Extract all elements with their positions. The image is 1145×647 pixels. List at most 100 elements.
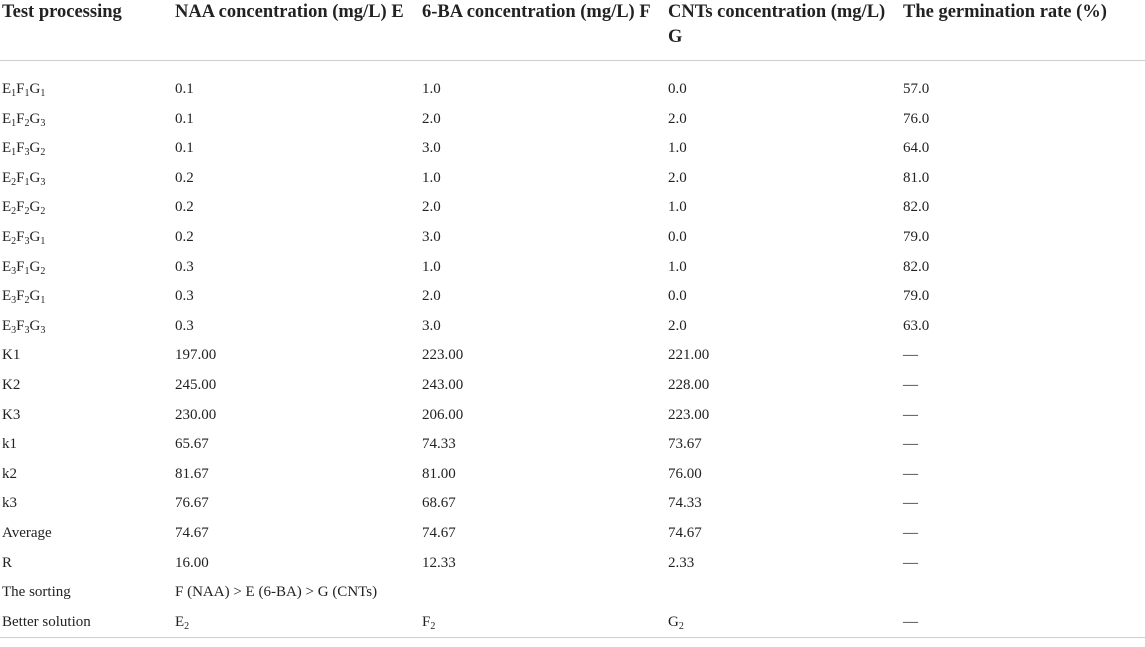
treatment-code-cell: E1F1G1 — [0, 75, 173, 105]
level-subscript: 3 — [40, 176, 46, 188]
level-subscript: 2 — [40, 265, 46, 277]
cnts-cell: 2.0 — [668, 110, 687, 127]
level-subscript: 1 — [24, 88, 30, 99]
stat-row: R 16.00 12.33 2.33 — — [0, 549, 1145, 579]
header-germination-rate: The germination rate (%) — [901, 0, 1145, 61]
6ba-cell: 1.0 — [422, 258, 441, 275]
cnts-cell: 2.0 — [668, 317, 687, 334]
stat-rate-cell: — — [903, 465, 918, 482]
stat-f-cell: 223.00 — [422, 347, 464, 364]
level-subscript: 3 — [24, 147, 30, 159]
factor-letter: G — [29, 199, 41, 216]
level-subscript: 3 — [40, 324, 46, 336]
stat-row: k2 81.67 81.00 76.00 — — [0, 460, 1145, 490]
cnts-cell: 1.0 — [668, 199, 687, 216]
naa-cell: 0.2 — [175, 169, 194, 186]
stat-rate-cell: — — [903, 347, 918, 364]
table-row: E2F1G3 0.2 1.0 2.0 81.0 — [0, 164, 1145, 194]
rate-cell: 81.0 — [903, 169, 930, 186]
table-row: E3F2G1 0.3 2.0 0.0 79.0 — [0, 282, 1145, 312]
level-subscript: 2 — [430, 620, 436, 632]
treatment-code-cell: E3F2G1 — [0, 282, 173, 312]
level-subscript: 3 — [11, 265, 17, 277]
better-e-cell: E2 — [173, 607, 420, 639]
stat-label-cell: k2 — [2, 465, 17, 482]
treatment-code-cell: E3F3G3 — [0, 312, 173, 342]
stat-f-cell: 12.33 — [422, 554, 456, 571]
cnts-cell: 2.0 — [668, 169, 687, 186]
stat-row: k3 76.67 68.67 74.33 — — [0, 489, 1145, 519]
rate-cell: 76.0 — [903, 110, 930, 127]
stat-e-cell: 16.00 — [175, 554, 209, 571]
stat-f-cell: 243.00 — [422, 376, 464, 393]
table-row: E1F1G1 0.1 1.0 0.0 57.0 — [0, 75, 1145, 105]
naa-cell: 0.2 — [175, 228, 194, 245]
stat-g-cell: 74.33 — [668, 495, 702, 512]
stat-g-cell: 74.67 — [668, 524, 702, 541]
stat-e-cell: 245.00 — [175, 376, 217, 393]
factor-letter: G — [29, 110, 41, 127]
factor-letter: G — [29, 258, 41, 275]
level-subscript: 1 — [11, 147, 17, 159]
stat-label-cell: k1 — [2, 436, 17, 453]
spacer-row — [0, 61, 1145, 76]
level-subscript: 3 — [11, 324, 17, 336]
treatment-code-cell: E1F2G3 — [0, 105, 173, 135]
treatment-code-cell: E2F1G3 — [0, 164, 173, 194]
factor-letter: F — [16, 140, 25, 157]
table-row: E1F2G3 0.1 2.0 2.0 76.0 — [0, 105, 1145, 135]
table-row: E2F2G2 0.2 2.0 1.0 82.0 — [0, 193, 1145, 223]
cnts-cell: 1.0 — [668, 258, 687, 275]
cnts-cell: 0.0 — [668, 81, 687, 97]
naa-cell: 0.2 — [175, 199, 194, 216]
header-naa: NAA concentration (mg/L) E — [173, 0, 420, 61]
level-subscript: 3 — [24, 235, 30, 247]
stat-f-cell: 74.67 — [422, 524, 456, 541]
stat-e-cell: 65.67 — [175, 436, 209, 453]
factor-letter: E — [2, 199, 12, 216]
level-subscript: 1 — [11, 88, 17, 99]
6ba-cell: 2.0 — [422, 288, 441, 305]
factor-letter: E — [2, 140, 12, 157]
level-subscript: 2 — [184, 620, 190, 632]
factor-letter: E — [2, 110, 12, 127]
rate-cell: 82.0 — [903, 258, 930, 275]
level-subscript: 3 — [40, 117, 46, 129]
factor-letter: G — [668, 613, 679, 630]
header-6ba: 6-BA concentration (mg/L) F — [420, 0, 666, 61]
factor-letter: F — [422, 613, 431, 630]
factor-letter: F — [16, 169, 25, 186]
level-subscript: 2 — [678, 620, 684, 632]
6ba-cell: 2.0 — [422, 199, 441, 216]
stat-row: K3 230.00 206.00 223.00 — — [0, 401, 1145, 431]
level-subscript: 1 — [24, 265, 30, 277]
stat-f-cell: 74.33 — [422, 436, 456, 453]
stat-row: Average 74.67 74.67 74.67 — — [0, 519, 1145, 549]
stat-e-cell: 81.67 — [175, 465, 209, 482]
level-subscript: 2 — [11, 235, 17, 247]
treatment-code-cell: E3F1G2 — [0, 253, 173, 283]
factor-letter: E — [2, 288, 12, 305]
level-subscript: 2 — [40, 147, 46, 159]
level-subscript: 2 — [11, 176, 17, 188]
stat-label-cell: K3 — [2, 406, 21, 423]
table-row: E3F3G3 0.3 3.0 2.0 63.0 — [0, 312, 1145, 342]
treatment-code-cell: E1F3G2 — [0, 134, 173, 164]
6ba-cell: 2.0 — [422, 110, 441, 127]
level-subscript: 3 — [11, 295, 17, 307]
header-test-processing: Test processing — [0, 0, 173, 61]
factor-letter: G — [29, 140, 41, 157]
factor-letter: E — [2, 317, 12, 334]
naa-cell: 0.3 — [175, 288, 194, 305]
cnts-cell: 0.0 — [668, 288, 687, 305]
level-subscript: 1 — [40, 235, 46, 247]
6ba-cell: 3.0 — [422, 228, 441, 245]
sorting-row: The sorting F (NAA) > E (6-BA) > G (CNTs) — [0, 578, 1145, 608]
naa-cell: 0.3 — [175, 258, 194, 275]
stat-g-cell: 2.33 — [668, 554, 695, 571]
factor-letter: E — [2, 258, 12, 275]
better-solution-row: Better solution E2 F2 G2— — [0, 607, 1145, 639]
factor-letter: G — [29, 81, 41, 97]
stat-e-cell: 74.67 — [175, 524, 209, 541]
